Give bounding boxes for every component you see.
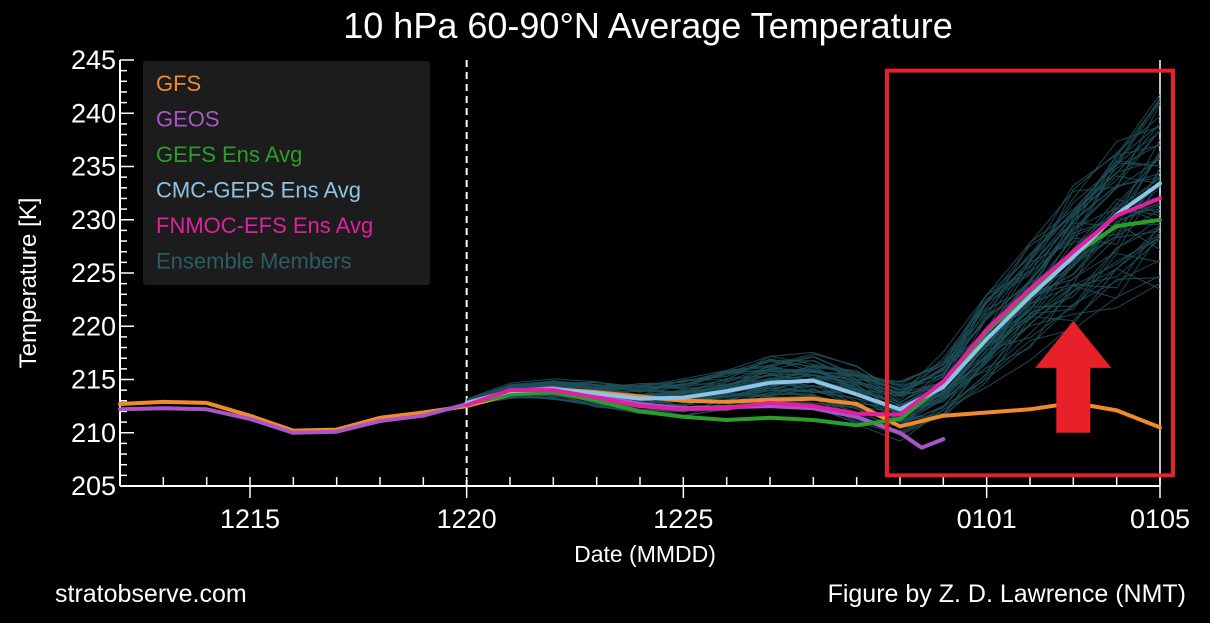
x-tick-label: 1220	[437, 504, 497, 534]
legend-entry: FNMOC-EFS Ens Avg	[156, 213, 373, 238]
legend-entry: CMC-GEPS Ens Avg	[156, 178, 361, 203]
ensemble-member-line	[466, 158, 1161, 402]
y-tick-label: 220	[71, 311, 116, 341]
up-arrow-annotation	[1035, 320, 1112, 433]
ensemble-member-line	[466, 282, 1161, 426]
series-line-fnmoc-efs-ens-avg	[464, 196, 1162, 417]
site-credit: stratobserve.com	[55, 580, 247, 608]
x-tick-label: 0105	[1130, 504, 1190, 534]
series-line-gefs-ens-avg	[464, 217, 1162, 428]
legend-box	[143, 61, 430, 285]
plot-area: 205 210 215 220 225 230 235 240 245 1215 1220 1225 0…	[15, 45, 1190, 567]
series-line-gfs	[118, 387, 1162, 433]
x-tick-label: 1225	[653, 504, 713, 534]
legend-entry: Ensemble Members	[156, 249, 352, 274]
y-tick-label: 240	[71, 98, 116, 128]
x-axis-label: Date (MMDD)	[574, 541, 716, 567]
x-tick-label: 1215	[220, 504, 280, 534]
y-tick-label: 205	[71, 471, 116, 501]
y-tick-label: 210	[71, 418, 116, 448]
y-tick-label: 230	[71, 205, 116, 235]
x-tick-label: 0101	[957, 504, 1017, 534]
author-credit: Figure by Z. D. Lawrence (NMT)	[827, 580, 1186, 608]
highlight-box-annotation	[885, 68, 1175, 478]
legend-entry: GEFS Ens Avg	[156, 142, 302, 167]
chart-title: 10 hPa 60-90°N Average Temperature	[343, 5, 952, 46]
series-line-cmc-geps-ens-avg	[464, 181, 1162, 412]
ensemble-member-line	[466, 94, 1161, 401]
legend-entry: GFS	[156, 71, 201, 96]
ensemble-member-line	[466, 158, 1161, 402]
y-axis-label: Temperature [K]	[15, 198, 42, 369]
y-tick-label: 235	[71, 152, 116, 182]
legend-entry: GEOS	[156, 107, 220, 132]
y-tick-label: 215	[71, 365, 116, 395]
y-tick-label: 225	[71, 258, 116, 288]
y-tick-label: 245	[71, 45, 116, 75]
